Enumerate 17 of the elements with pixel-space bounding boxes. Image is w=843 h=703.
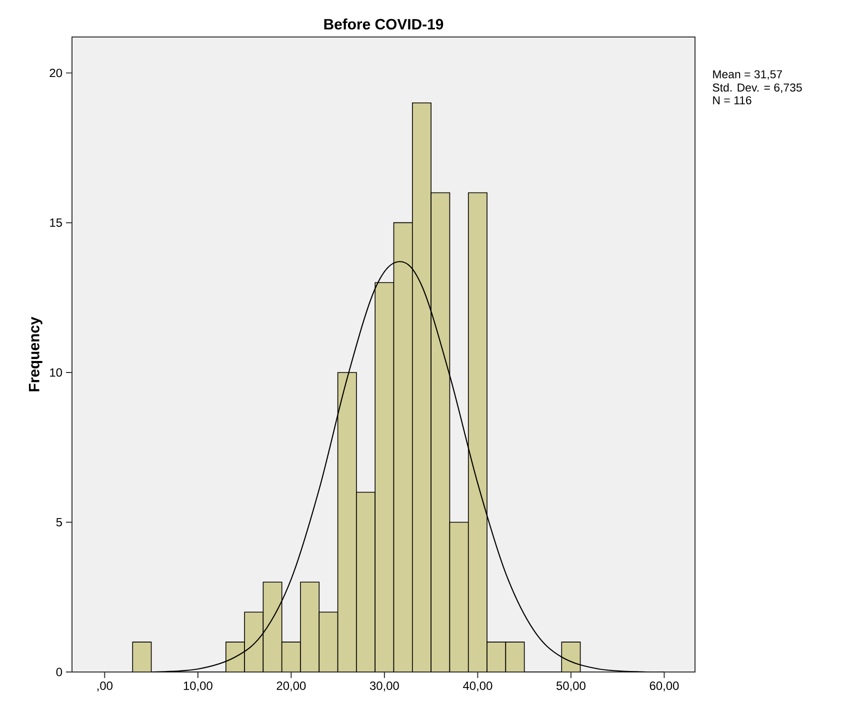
x-tick-label: ,00	[97, 682, 112, 692]
y-tick-label: 0	[56, 668, 62, 676]
text: Mean = 31,57	[713, 70, 782, 80]
text: Std. Dev. = 6,735	[712, 83, 802, 93]
chart-title: Before COVID-19	[324, 18, 444, 30]
x-tick-label: 30,00	[370, 682, 399, 692]
y-tick-label: 15	[50, 218, 62, 227]
y-axis-title: Frequency	[28, 316, 42, 392]
x-tick-label: 60,00	[650, 682, 679, 692]
x-tick-label: 10,00	[184, 682, 212, 692]
x-tick-label: 50,00	[556, 682, 586, 692]
text: N = 116	[713, 96, 752, 104]
x-tick-label: 40,00	[463, 682, 492, 692]
x-tick-label: 20,00	[276, 682, 306, 692]
y-tick-label: 10	[50, 368, 62, 377]
y-tick-label: 20	[50, 68, 62, 78]
y-tick-label: 5	[56, 518, 62, 526]
